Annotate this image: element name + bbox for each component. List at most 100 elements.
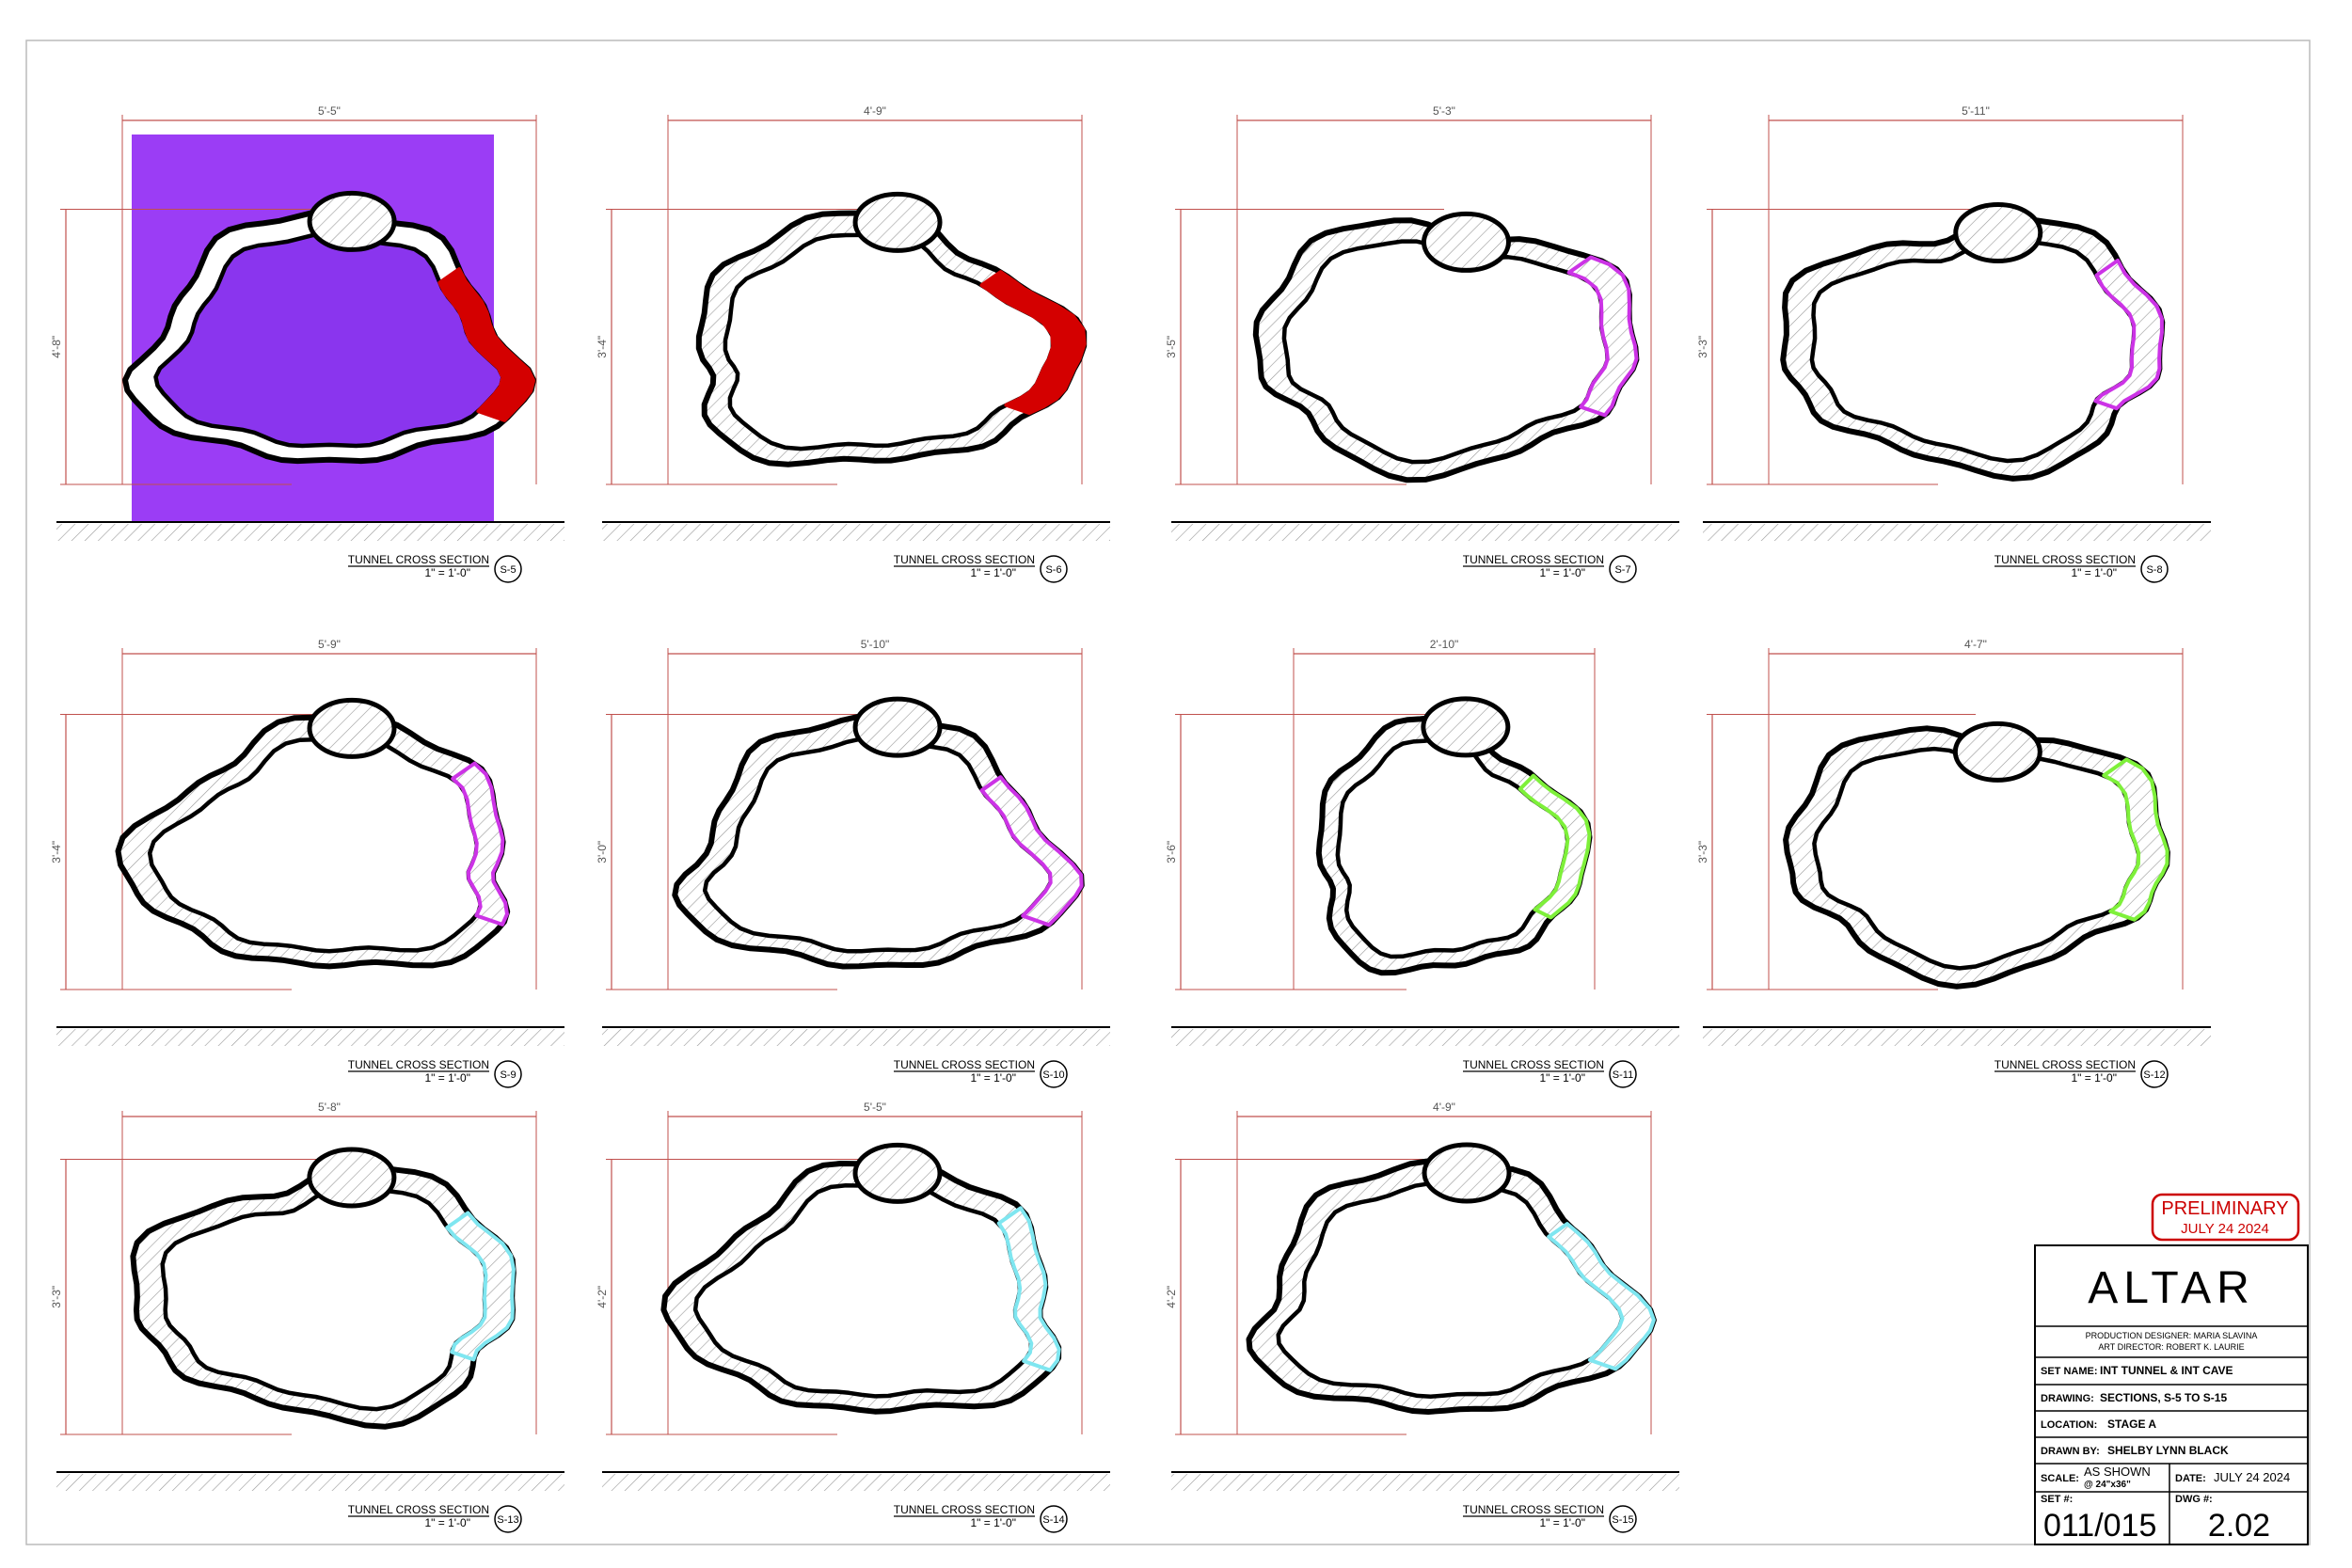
field-value: STAGE A — [2107, 1418, 2156, 1431]
width-dimension: 5'-11" — [1962, 104, 1990, 118]
section-marker — [1609, 1505, 1637, 1533]
tunnel-opening — [702, 736, 1054, 954]
section-marker — [494, 555, 522, 583]
section-id: S-15 — [1612, 1514, 1633, 1526]
section-id: S-6 — [1045, 564, 1061, 576]
tunnel-opening — [147, 737, 484, 954]
stamp-frame — [2151, 1193, 2300, 1242]
field-value: JULY 24 2024 — [2214, 1470, 2290, 1484]
field-label: SET #: — [2041, 1494, 2073, 1505]
accent-segment — [1518, 773, 1592, 920]
section-title: TUNNEL CROSS SECTION — [1463, 1503, 1604, 1516]
field-label: LOCATION: — [2041, 1419, 2097, 1431]
tunnel-opening — [1812, 746, 2141, 971]
section-id: S-11 — [1613, 1069, 1633, 1081]
height-dimension: 3'-4" — [50, 841, 63, 863]
width-dimension: 5'-9" — [318, 638, 341, 651]
section-scale: 1" = 1'-0" — [1539, 1071, 1585, 1085]
section-marker — [1040, 1060, 1068, 1088]
section-id: S-5 — [500, 564, 516, 576]
section-scale: 1" = 1'-0" — [424, 1516, 470, 1529]
width-dimension: 5'-5" — [318, 104, 341, 118]
section-scale: 1" = 1'-0" — [1539, 566, 1585, 579]
section-id: S-12 — [2143, 1069, 2165, 1081]
field-value: @ 24"x36" — [2084, 1480, 2131, 1490]
ground-hatch — [602, 1474, 1110, 1491]
field-label: SET NAME: — [2041, 1366, 2098, 1377]
section-title: TUNNEL CROSS SECTION — [894, 1503, 1035, 1516]
knob — [1422, 1142, 1512, 1204]
tunnel-opening — [1809, 236, 2137, 464]
knob — [1953, 201, 2043, 263]
section-id: S-10 — [1042, 1069, 1064, 1081]
ground-hatch — [56, 524, 564, 541]
section-marker — [2140, 1060, 2169, 1088]
field-label: DRAWN BY: — [2041, 1446, 2100, 1457]
ground-hatch — [1171, 1029, 1679, 1046]
accent-segment — [1547, 1222, 1656, 1371]
section-id: S-7 — [1614, 564, 1630, 576]
credit: PRODUCTION DESIGNER: MARIA SLAVINA — [2086, 1331, 2258, 1340]
section-title: TUNNEL CROSS SECTION — [1463, 553, 1604, 566]
field-value: 011/015 — [2043, 1508, 2156, 1544]
field-value: 2.02 — [2208, 1508, 2270, 1544]
knob — [852, 191, 943, 253]
section-scale: 1" = 1'-0" — [424, 566, 470, 579]
accent-segment — [437, 267, 536, 422]
section-title: TUNNEL CROSS SECTION — [1994, 1058, 2136, 1071]
section-title: TUNNEL CROSS SECTION — [1994, 553, 2136, 566]
width-dimension: 5'-3" — [1433, 104, 1455, 118]
section-title: TUNNEL CROSS SECTION — [348, 553, 489, 566]
logo: ALTAR — [2088, 1263, 2255, 1313]
width-dimension: 2'-10" — [1430, 638, 1459, 651]
tunnel-opening — [1281, 239, 1610, 465]
section-scale: 1" = 1'-0" — [970, 1071, 1016, 1085]
knob — [307, 1147, 397, 1209]
knob — [852, 696, 943, 758]
height-dimension: 4'-2" — [596, 1286, 609, 1308]
section-scale: 1" = 1'-0" — [424, 1071, 470, 1085]
tunnel-opening — [692, 1181, 1034, 1399]
section-id: S-8 — [2146, 564, 2162, 576]
section-marker — [1609, 555, 1637, 583]
section-marker — [2140, 555, 2169, 583]
accent-segment — [445, 1211, 516, 1362]
knob — [307, 697, 397, 759]
tunnel-opening — [1276, 1181, 1625, 1399]
field-value: SHELBY LYNN BLACK — [2107, 1444, 2229, 1457]
section-scale: 1" = 1'-0" — [2071, 1071, 2117, 1085]
field-label: DWG #: — [2175, 1494, 2213, 1505]
height-dimension: 3'-3" — [50, 1286, 63, 1308]
section-title: TUNNEL CROSS SECTION — [1463, 1058, 1604, 1071]
ground-hatch — [1171, 524, 1679, 541]
accent-segment — [2102, 757, 2169, 922]
width-dimension: 5'-5" — [864, 1101, 886, 1114]
section-marker — [1609, 1060, 1637, 1088]
sheet-border — [25, 40, 2311, 1545]
field-label: SCALE: — [2041, 1473, 2079, 1484]
section-marker — [1040, 1505, 1068, 1533]
ground-hatch — [1703, 1029, 2211, 1046]
ground-hatch — [1171, 1474, 1679, 1491]
height-dimension: 3'-0" — [596, 841, 609, 863]
section-id: S-14 — [1042, 1514, 1064, 1526]
section-scale: 1" = 1'-0" — [970, 566, 1016, 579]
accent-segment — [996, 1206, 1061, 1372]
tunnel-opening — [153, 230, 505, 449]
field-label: DRAWING: — [2041, 1393, 2094, 1404]
width-dimension: 4'-9" — [864, 104, 886, 118]
knob — [1952, 721, 2042, 783]
width-dimension: 4'-7" — [1964, 638, 1987, 651]
stamp: PRELIMINARY JULY 24 2024 — [2151, 1193, 2300, 1242]
stamp-title: PRELIMINARY — [2161, 1198, 2288, 1219]
height-dimension: 3'-4" — [596, 336, 609, 358]
tunnel-opening — [723, 231, 1056, 451]
